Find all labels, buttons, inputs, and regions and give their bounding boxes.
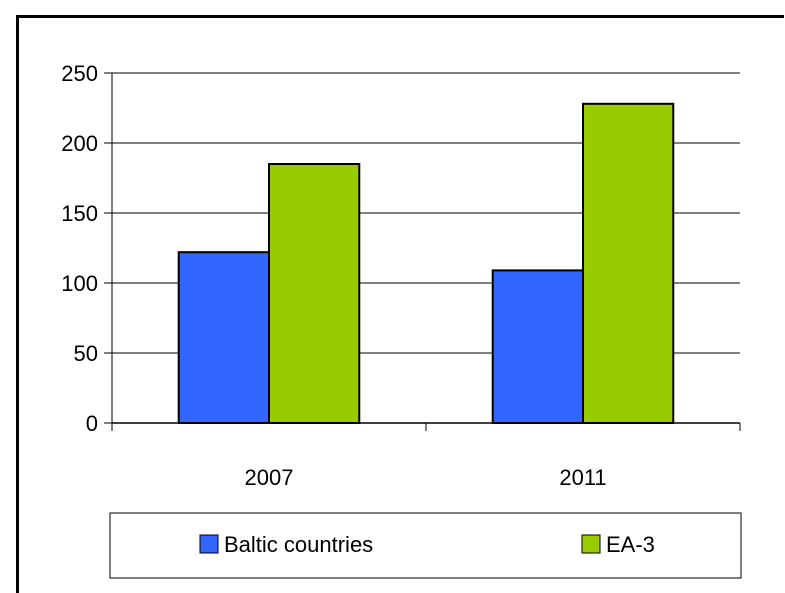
legend-label-ea3: EA-3 bbox=[606, 532, 655, 557]
y-tick-label: 200 bbox=[61, 131, 98, 156]
y-tick-label: 250 bbox=[61, 61, 98, 86]
bar-baltic-2011 bbox=[491, 269, 585, 424]
y-tick-label: 150 bbox=[61, 201, 98, 226]
legend-swatch-ea3 bbox=[581, 534, 601, 554]
x-tick-label: 2011 bbox=[559, 465, 606, 490]
y-tick-label: 50 bbox=[74, 341, 98, 366]
bars bbox=[177, 102, 675, 425]
x-axis-ticks: 2007 2011 bbox=[111, 423, 741, 490]
y-axis-ticks: 0 50 100 150 200 250 bbox=[61, 61, 112, 436]
legend: Baltic countries EA-3 bbox=[109, 512, 742, 579]
legend-swatch-baltic bbox=[199, 534, 219, 554]
y-tick-label: 0 bbox=[86, 411, 98, 436]
legend-label-baltic: Baltic countries bbox=[224, 532, 373, 557]
chart-frame bbox=[16, 15, 784, 593]
bar-baltic-2007 bbox=[177, 251, 271, 424]
bar-ea3-2007 bbox=[268, 163, 361, 424]
bar-ea3-2011 bbox=[582, 102, 675, 425]
x-tick-label: 2007 bbox=[245, 465, 294, 490]
y-tick-label: 100 bbox=[61, 271, 98, 296]
